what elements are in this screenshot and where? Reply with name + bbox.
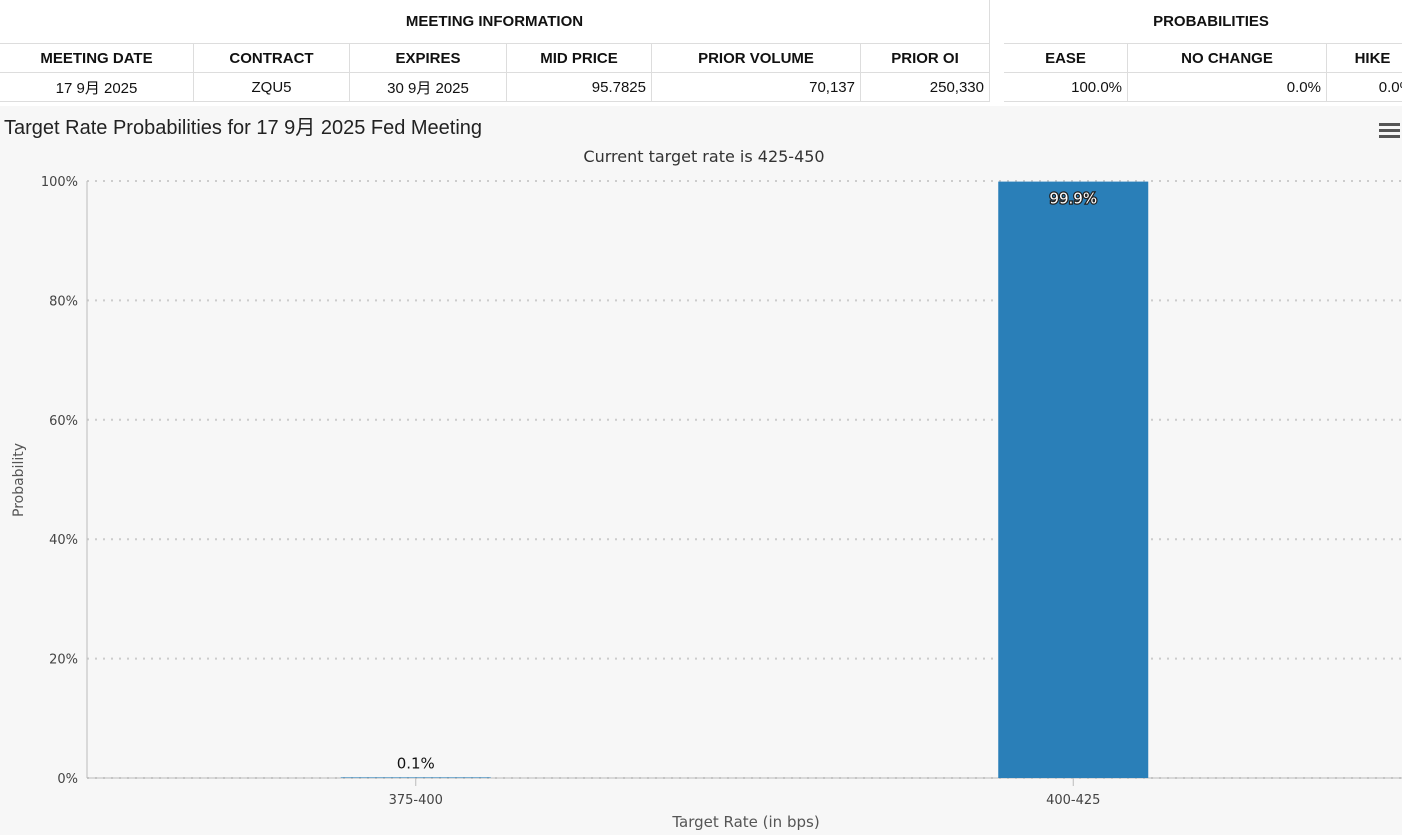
column-header: MID PRICE (507, 44, 652, 73)
x-tick-label: 400-425 (1046, 793, 1100, 808)
y-tick-label: 80% (49, 294, 78, 309)
table-cell: 250,330 (861, 73, 990, 102)
table-title: MEETING INFORMATION (0, 0, 990, 44)
column-header: EASE (1004, 44, 1128, 73)
chart-subtitle: Current target rate is 425-450 (583, 147, 824, 166)
column-header: PRIOR VOLUME (652, 44, 861, 73)
value-label: 99.9% (1049, 190, 1097, 208)
column-header: CONTRACT (194, 44, 350, 73)
chart-area: Target Rate Probabilities for 17 9月 2025… (0, 106, 1402, 835)
table-cell: 30 9月 2025 (350, 73, 507, 102)
column-header: MEETING DATE (0, 44, 194, 73)
table-cell: 0.0% (1327, 73, 1402, 102)
column-header: NO CHANGE (1128, 44, 1327, 73)
table-cell: 0.0% (1128, 73, 1327, 102)
bar (998, 181, 1149, 779)
table-cell: 100.0% (1004, 73, 1128, 102)
chart-title: Target Rate Probabilities for 17 9月 2025… (4, 117, 482, 139)
y-tick-label: 0% (57, 772, 78, 787)
x-axis-label: Target Rate (in bps) (671, 813, 819, 831)
y-tick-label: 100% (41, 175, 78, 190)
y-axis-label: Probability (11, 443, 27, 517)
x-tick-label: 375-400 (389, 793, 443, 808)
table-cell: 95.7825 (507, 73, 652, 102)
table-cell: 17 9月 2025 (0, 73, 194, 102)
chart: Target Rate Probabilities for 17 9月 2025… (4, 117, 1402, 831)
column-header: PRIOR OI (861, 44, 990, 73)
y-tick-label: 60% (49, 414, 78, 429)
column-header: EXPIRES (350, 44, 507, 73)
table-title: PROBABILITIES (1004, 0, 1402, 44)
bar (340, 777, 491, 778)
table-cell: 70,137 (652, 73, 861, 102)
value-label: 0.1% (397, 754, 435, 772)
table-cell: ZQU5 (194, 73, 350, 102)
y-tick-label: 40% (49, 533, 78, 548)
y-tick-label: 20% (49, 653, 78, 668)
column-header: HIKE (1327, 44, 1402, 73)
menu-icon[interactable] (1379, 123, 1400, 138)
